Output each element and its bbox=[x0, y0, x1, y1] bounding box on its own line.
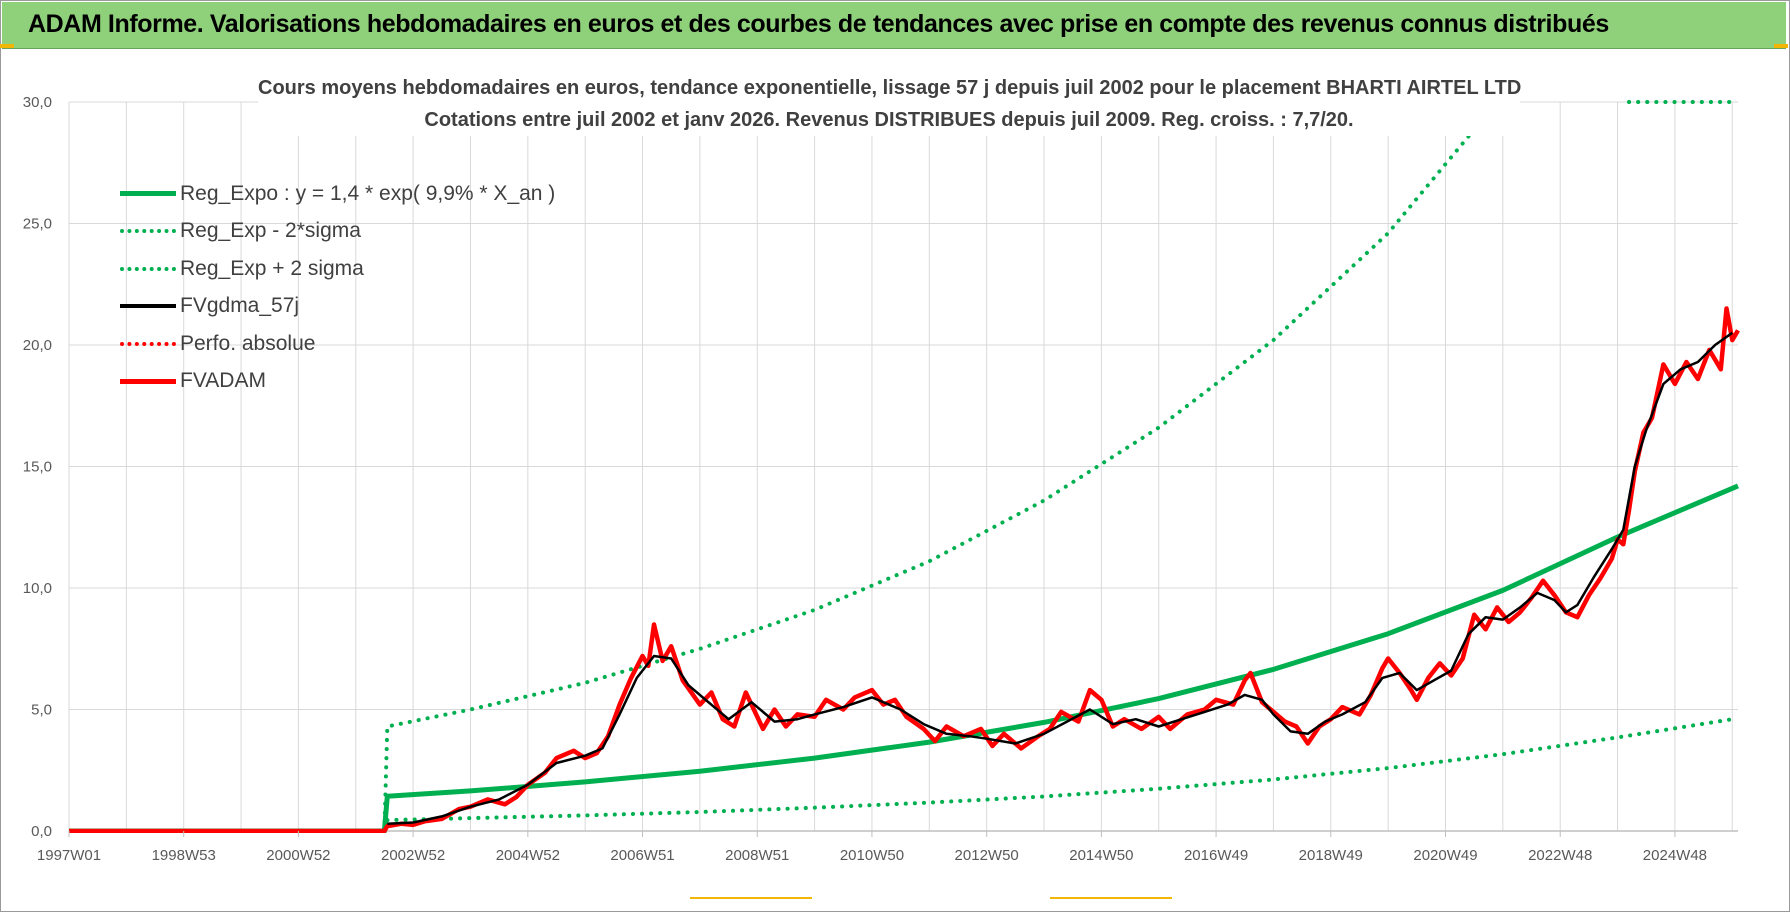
y-tick-label: 5,0 bbox=[31, 702, 52, 719]
legend-item: Reg_Exp + 2 sigma bbox=[120, 250, 555, 288]
legend-label: Reg_Exp - 2*sigma bbox=[180, 219, 361, 243]
x-axis-ticks: 1997W01 1998W53 2000W52 2002W52 2004W52 2006W… bbox=[37, 831, 1707, 864]
x-tick-label: 2024W48 bbox=[1643, 847, 1707, 864]
y-tick-label: 0,0 bbox=[31, 823, 52, 840]
y-tick-label: 10,0 bbox=[23, 580, 52, 597]
legend-swatch bbox=[120, 304, 176, 309]
legend-item: Reg_Exp - 2*sigma bbox=[120, 213, 555, 251]
x-tick-label: 2012W50 bbox=[955, 847, 1019, 864]
x-tick-label: 2002W52 bbox=[381, 847, 445, 864]
legend-swatch bbox=[120, 266, 176, 271]
series-reg-exp-minus-2sigma bbox=[385, 717, 1735, 823]
x-tick-label: 2008W51 bbox=[725, 847, 789, 864]
chart-subtitle: Cotations entre juil 2002 et janv 2026. … bbox=[424, 109, 1354, 131]
legend-label: Reg_Exp + 2 sigma bbox=[180, 256, 364, 280]
legend-label: FVADAM bbox=[180, 369, 266, 393]
legend-item: FVADAM bbox=[120, 363, 555, 401]
corner-marker-bottom-left bbox=[690, 897, 812, 899]
chart-title-box: Cours moyens hebdomadaires en euros, ten… bbox=[258, 72, 1522, 136]
series-layer bbox=[69, 100, 1740, 833]
chart-title: Cours moyens hebdomadaires en euros, ten… bbox=[258, 77, 1522, 99]
x-tick-label: 2006W51 bbox=[610, 847, 674, 864]
legend-swatch bbox=[120, 378, 176, 384]
y-tick-label: 15,0 bbox=[23, 459, 52, 476]
legend-label: FVgdma_57j bbox=[180, 294, 300, 318]
series-reg-exp-plus-2sigma bbox=[382, 100, 1500, 833]
legend-swatch bbox=[120, 191, 176, 197]
corner-marker-top-left bbox=[0, 44, 14, 48]
corner-marker-bottom-right bbox=[1050, 897, 1172, 899]
x-tick-label: 2004W52 bbox=[496, 847, 560, 864]
x-tick-label: 1998W53 bbox=[152, 847, 216, 864]
y-tick-label: 30,0 bbox=[23, 94, 52, 111]
series-reg-expo bbox=[69, 483, 1739, 833]
legend-swatch bbox=[120, 229, 176, 234]
x-tick-label: 2020W49 bbox=[1413, 847, 1477, 864]
legend-label: Perfo. absolue bbox=[180, 331, 316, 355]
x-tick-label: 2022W48 bbox=[1528, 847, 1592, 864]
legend-item: Reg_Expo : y = 1,4 * exp( 9,9% * X_an ) bbox=[120, 175, 555, 213]
legend-swatch bbox=[120, 341, 176, 346]
x-tick-label: 2014W50 bbox=[1069, 847, 1133, 864]
corner-marker-top-right bbox=[1774, 44, 1788, 48]
x-tick-label: 2010W50 bbox=[840, 847, 904, 864]
legend-item: FVgdma_57j bbox=[120, 288, 555, 326]
legend-label: Reg_Expo : y = 1,4 * exp( 9,9% * X_an ) bbox=[180, 181, 556, 205]
chart-legend: Reg_Expo : y = 1,4 * exp( 9,9% * X_an ) R… bbox=[120, 175, 555, 400]
banner-title: ADAM Informe. Valorisations hebdomadaire… bbox=[28, 10, 1609, 38]
x-tick-label: 2016W49 bbox=[1184, 847, 1248, 864]
header-banner: ADAM Informe. Valorisations hebdomadaire… bbox=[2, 2, 1786, 49]
y-tick-label: 25,0 bbox=[23, 216, 52, 233]
legend-item: Perfo. absolue bbox=[120, 325, 555, 363]
x-tick-label: 2000W52 bbox=[266, 847, 330, 864]
x-tick-label: 1997W01 bbox=[37, 847, 101, 864]
y-axis-ticks: 0,0 5,0 10,0 15,0 20,0 25,0 30,0 bbox=[23, 94, 52, 840]
x-tick-label: 2018W49 bbox=[1299, 847, 1363, 864]
series-fvgdma-57j bbox=[387, 331, 1734, 825]
y-tick-label: 20,0 bbox=[23, 337, 52, 354]
